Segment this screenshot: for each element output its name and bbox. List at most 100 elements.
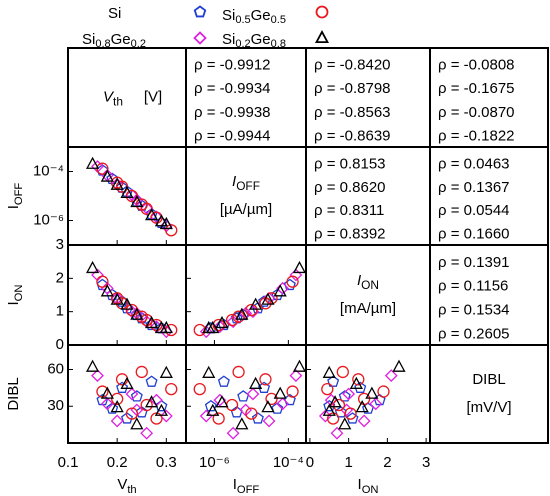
subscript: 0.2 — [235, 38, 250, 50]
point — [352, 373, 365, 386]
axis-label: DIBL — [5, 377, 22, 410]
point — [116, 381, 129, 393]
point — [286, 275, 299, 288]
correlation: ρ = 0.0544 — [438, 202, 510, 219]
point — [392, 359, 406, 372]
matrix-grid — [68, 48, 548, 443]
point — [135, 365, 148, 379]
subscript: 0.2 — [131, 38, 146, 50]
point — [110, 414, 124, 428]
x-tick-label: 10⁻⁴ — [273, 454, 304, 471]
point — [159, 409, 173, 423]
correlation: ρ = -0.1675 — [438, 80, 515, 97]
point — [125, 189, 139, 203]
y-tick-label: 0 — [56, 336, 64, 353]
y-tick-label: 10⁻⁶ — [33, 211, 64, 228]
point — [111, 392, 124, 406]
point — [154, 403, 169, 416]
point — [154, 214, 169, 227]
point — [140, 201, 154, 215]
correlation: ρ = -0.8563 — [314, 104, 391, 121]
label-symbol: V — [117, 476, 127, 493]
label-symbol: V — [103, 88, 115, 105]
correlation: ρ = -0.0808 — [438, 57, 515, 74]
point — [130, 390, 143, 402]
label-subscript: th — [113, 95, 123, 109]
text-part: Si — [82, 31, 95, 48]
diagonal-unit: [V] — [144, 88, 162, 105]
point — [261, 400, 275, 413]
point — [251, 412, 264, 424]
axis-label: ION — [357, 272, 379, 292]
point — [125, 407, 139, 420]
point — [212, 318, 225, 332]
point — [100, 169, 114, 182]
point — [150, 210, 163, 224]
point — [159, 216, 173, 230]
label-subscript: OFF — [13, 183, 25, 206]
point — [144, 395, 159, 408]
point — [96, 275, 109, 288]
point — [286, 385, 299, 398]
correlation: ρ = -0.9934 — [194, 80, 271, 97]
correlation: ρ = 0.8153 — [314, 155, 386, 172]
point — [193, 382, 206, 396]
point — [261, 292, 275, 305]
point — [217, 375, 230, 387]
point — [159, 365, 173, 378]
x-tick-label: 0 — [306, 454, 314, 471]
y-tick-label: 2 — [56, 269, 64, 286]
point — [120, 185, 134, 198]
panel — [67, 369, 167, 443]
point — [106, 402, 119, 414]
label-symbol: DIBL — [5, 377, 22, 410]
point — [235, 417, 249, 430]
point — [336, 365, 349, 379]
point — [322, 403, 336, 416]
correlation: ρ = 0.1391 — [438, 254, 510, 271]
correlation: ρ = -0.8420 — [314, 57, 391, 74]
point — [155, 399, 168, 412]
point — [332, 398, 346, 412]
y-tick-label: 3 — [56, 236, 64, 253]
point — [349, 376, 363, 389]
point — [232, 310, 245, 323]
axis-label: ION — [5, 285, 25, 306]
point — [212, 412, 225, 425]
point — [283, 278, 296, 291]
point — [115, 180, 129, 193]
point — [110, 292, 124, 305]
point — [120, 376, 134, 389]
label-symbol: I — [233, 476, 237, 493]
point — [249, 376, 263, 389]
point — [165, 323, 178, 337]
axis-label: Vth — [117, 476, 136, 496]
point — [342, 387, 356, 401]
y-tick-label: 10⁻⁴ — [33, 162, 64, 179]
point — [226, 426, 240, 440]
point — [165, 224, 178, 237]
correlation: ρ = 0.1156 — [438, 278, 508, 295]
point — [324, 393, 338, 407]
x-tick-label: 10⁻⁶ — [199, 454, 230, 471]
correlation: ρ = 0.1660 — [438, 225, 510, 242]
point — [289, 268, 303, 282]
x-tick-label: 0.1 — [58, 454, 79, 471]
point — [225, 398, 239, 412]
point — [159, 320, 173, 334]
point — [121, 412, 133, 424]
point — [120, 297, 134, 310]
label-symbol: I — [5, 301, 22, 305]
axis-label: DIBL — [472, 371, 505, 388]
y-tick-label: 30 — [47, 397, 64, 414]
point — [273, 386, 287, 399]
point — [145, 318, 158, 331]
correlation: ρ = 0.0463 — [438, 155, 510, 172]
point — [322, 365, 336, 378]
legend-marker — [193, 31, 207, 45]
x-tick-label: 1 — [344, 454, 352, 471]
correlation: ρ = -0.9944 — [194, 127, 271, 144]
subscript: 0.5 — [235, 14, 250, 26]
diagonal-unit: [µA/µm] — [220, 201, 272, 218]
